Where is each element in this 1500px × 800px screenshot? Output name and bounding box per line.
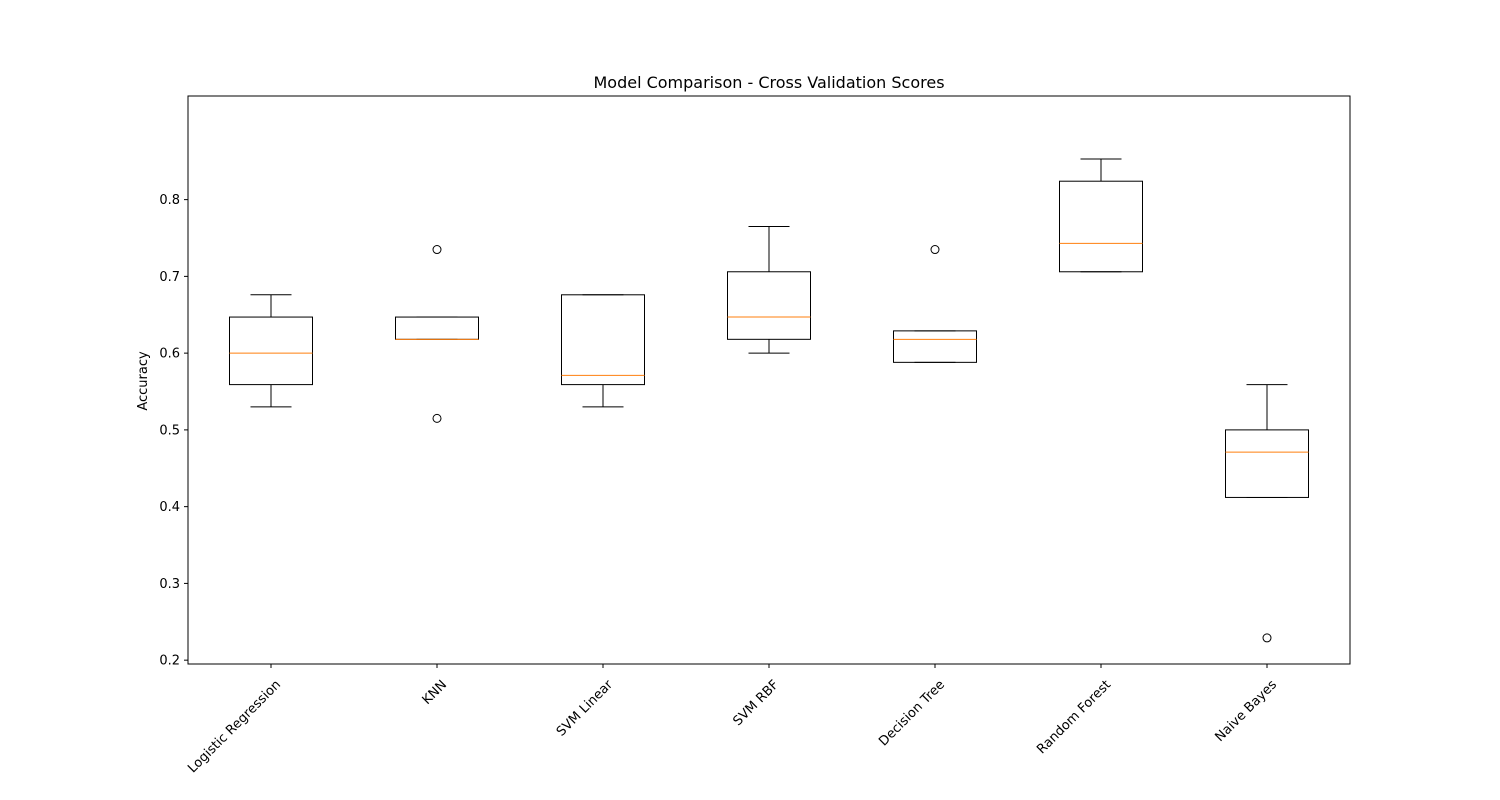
box-logistic-regression [229,294,313,408]
box-knn [395,245,479,423]
y-axis-label: Accuracy [136,351,151,411]
plot-area-frame [187,95,1351,665]
outlier-point [432,413,442,423]
iqr-box [727,271,811,340]
iqr-box [1059,180,1143,273]
iqr-box [229,316,313,386]
outlier-point [432,245,442,255]
iqr-box [561,294,645,386]
box-svm-rbf [727,225,811,354]
y-tick-label: 0.4 [159,500,180,515]
box-series [229,158,1309,643]
iqr-box [1225,429,1309,498]
y-tick-label: 0.5 [159,423,180,438]
box-svm-linear [561,294,645,408]
y-tick-label: 0.7 [159,270,180,285]
chart-title: Model Comparison - Cross Validation Scor… [593,73,944,92]
y-tick-label: 0.3 [159,577,180,592]
y-tick-label: 0.2 [159,654,180,669]
outlier-point [1262,633,1272,643]
iqr-box [893,330,977,363]
outlier-point [930,245,940,255]
y-axis: 0.2 0.3 0.4 0.5 0.6 0.7 0.8 [159,193,188,669]
y-tick-label: 0.6 [159,347,180,362]
box-decision-tree [893,245,977,363]
box-naive-bayes [1225,384,1309,643]
box-random-forest [1059,158,1143,273]
y-tick-label: 0.8 [159,193,180,208]
